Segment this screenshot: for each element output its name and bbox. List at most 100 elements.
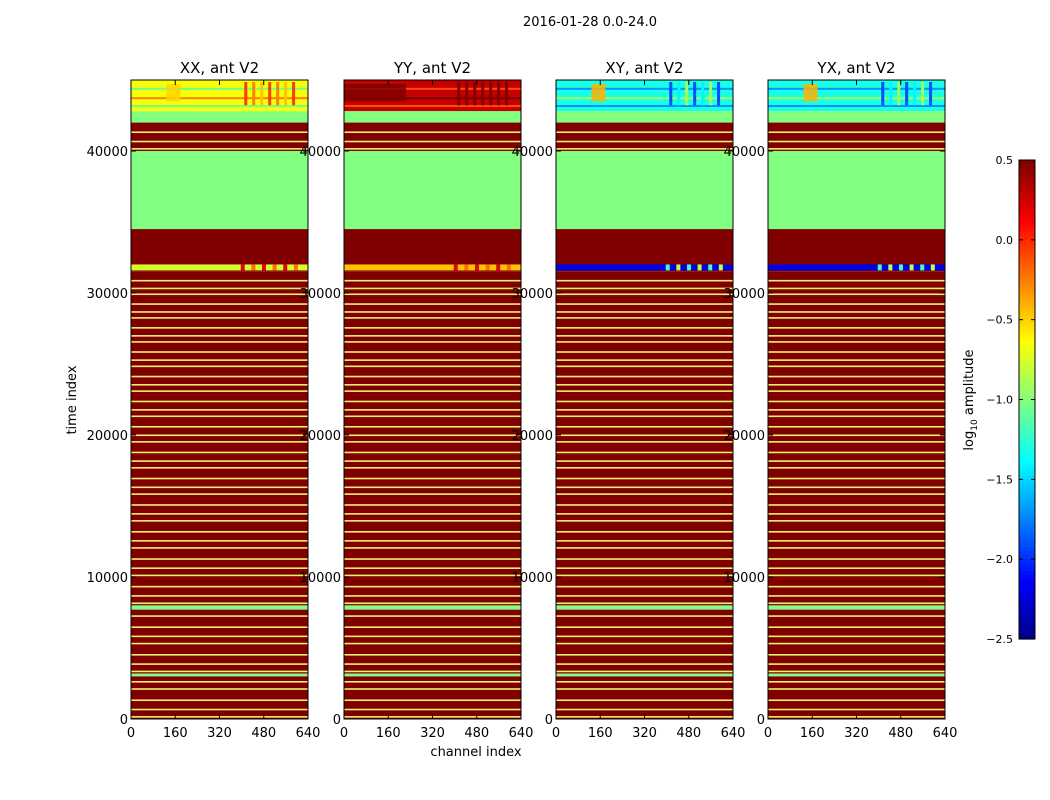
flag-stripe bbox=[344, 688, 521, 690]
channel-feature bbox=[889, 82, 893, 106]
data-subband bbox=[556, 97, 733, 100]
flag-stripe bbox=[768, 140, 945, 143]
flag-stripe bbox=[768, 415, 945, 418]
flag-stripe bbox=[344, 148, 521, 150]
gap-region bbox=[344, 111, 521, 123]
y-tick-label: 30000 bbox=[300, 287, 341, 302]
colorbar-cell bbox=[1019, 463, 1035, 468]
flag-stripe bbox=[131, 531, 308, 533]
heatmap-image bbox=[768, 80, 945, 719]
gap-region bbox=[344, 605, 521, 610]
colorbar-cell bbox=[1019, 167, 1035, 173]
x-tick-label: 480 bbox=[676, 726, 701, 741]
flagged-region bbox=[131, 271, 308, 606]
panel-2: YY, ant V2 0 160 320 480 640 0 10000 20000 30000 4… bbox=[300, 59, 534, 741]
flag-stripe bbox=[131, 467, 308, 469]
panel-1: XX, ant V2 0 160 320 480 640 0 10000 20000 30000 4… bbox=[87, 59, 321, 741]
data-subband bbox=[556, 104, 733, 107]
flag-stripe bbox=[344, 615, 521, 617]
x-tick-label: 320 bbox=[844, 726, 869, 741]
colorbar-cell bbox=[1019, 475, 1035, 480]
flag-stripe bbox=[768, 504, 945, 506]
channel-feature bbox=[881, 82, 885, 106]
colorbar-cell bbox=[1019, 443, 1035, 448]
colorbar-cell bbox=[1019, 471, 1035, 476]
flag-stripe bbox=[344, 642, 521, 645]
y-tick-label: 10000 bbox=[300, 571, 341, 586]
y-tick-label: 0 bbox=[545, 713, 553, 728]
x-tick-label: 640 bbox=[509, 726, 534, 741]
colorbar-cell bbox=[1019, 507, 1035, 512]
gap-region bbox=[768, 151, 945, 230]
flag-stripe bbox=[556, 400, 733, 403]
data-band-feature bbox=[453, 264, 458, 271]
flag-stripe bbox=[768, 663, 945, 665]
data-band-feature bbox=[877, 264, 882, 271]
colorbar-cell bbox=[1019, 263, 1035, 269]
flag-stripe bbox=[131, 486, 308, 489]
flag-stripe bbox=[768, 390, 945, 392]
flag-stripe bbox=[131, 585, 308, 588]
colorbar-cell bbox=[1019, 183, 1035, 189]
colorbar-cell bbox=[1019, 303, 1035, 309]
flag-stripe bbox=[768, 131, 945, 134]
gap-region bbox=[556, 673, 733, 677]
flag-stripe bbox=[131, 341, 308, 343]
flag-stripe bbox=[344, 602, 521, 605]
flag-stripe bbox=[344, 540, 521, 542]
colorbar-cell bbox=[1019, 631, 1035, 636]
x-axis-label: channel index bbox=[430, 745, 521, 760]
y-tick-label: 20000 bbox=[724, 429, 765, 444]
colorbar-cell bbox=[1019, 207, 1035, 213]
flag-stripe bbox=[131, 451, 308, 454]
channel-feature bbox=[709, 82, 713, 106]
x-tick-label: 160 bbox=[800, 726, 825, 741]
flag-stripe bbox=[344, 279, 521, 282]
data-band-feature bbox=[506, 264, 511, 271]
flag-stripe bbox=[556, 540, 733, 542]
channel-feature bbox=[465, 82, 469, 106]
colorbar-cell bbox=[1019, 427, 1035, 433]
panel-title: XY, ant V2 bbox=[605, 59, 683, 77]
flag-stripe bbox=[768, 293, 945, 296]
x-tick-label: 0 bbox=[340, 726, 348, 741]
flag-stripe bbox=[768, 351, 945, 353]
y-tick-label: 30000 bbox=[512, 287, 553, 302]
flag-stripe bbox=[344, 467, 521, 469]
data-subband bbox=[344, 97, 521, 100]
colorbar-cell bbox=[1019, 291, 1035, 297]
flag-stripe bbox=[131, 351, 308, 353]
x-tick-label: 640 bbox=[296, 726, 321, 741]
data-subband bbox=[768, 104, 945, 107]
flag-stripe bbox=[344, 585, 521, 588]
flag-stripe bbox=[556, 477, 733, 480]
flag-stripe bbox=[344, 335, 521, 337]
colorbar-cell bbox=[1019, 191, 1035, 197]
y-tick-label: 0 bbox=[333, 713, 341, 728]
colorbar: −2.5 −2.0 −1.5 −1.0 −0.5 0.0 0.5 log10 amplitud… bbox=[962, 154, 1036, 646]
colorbar-cell bbox=[1019, 243, 1035, 249]
flag-stripe bbox=[768, 486, 945, 489]
colorbar-cell bbox=[1019, 283, 1035, 289]
bright-feature bbox=[591, 84, 606, 102]
flag-stripe bbox=[556, 467, 733, 469]
channel-feature bbox=[252, 82, 256, 106]
flag-stripe bbox=[344, 574, 521, 577]
colorbar-cell bbox=[1019, 323, 1035, 329]
colorbar-tick-label: −1.5 bbox=[986, 473, 1013, 486]
colorbar-cell bbox=[1019, 615, 1035, 620]
channel-feature bbox=[677, 82, 681, 106]
data-band-feature bbox=[909, 264, 914, 271]
colorbar-cell bbox=[1019, 391, 1035, 397]
colorbar-cell bbox=[1019, 575, 1035, 580]
flag-stripe bbox=[556, 615, 733, 617]
flag-stripe bbox=[768, 327, 945, 329]
flag-stripe bbox=[344, 317, 521, 319]
flag-stripe bbox=[556, 670, 733, 673]
gap-region bbox=[131, 151, 308, 230]
flag-stripe bbox=[131, 390, 308, 392]
y-tick-label: 30000 bbox=[87, 287, 128, 302]
colorbar-cell bbox=[1019, 371, 1035, 377]
flagged-region bbox=[131, 676, 308, 719]
flag-stripe bbox=[344, 434, 521, 437]
